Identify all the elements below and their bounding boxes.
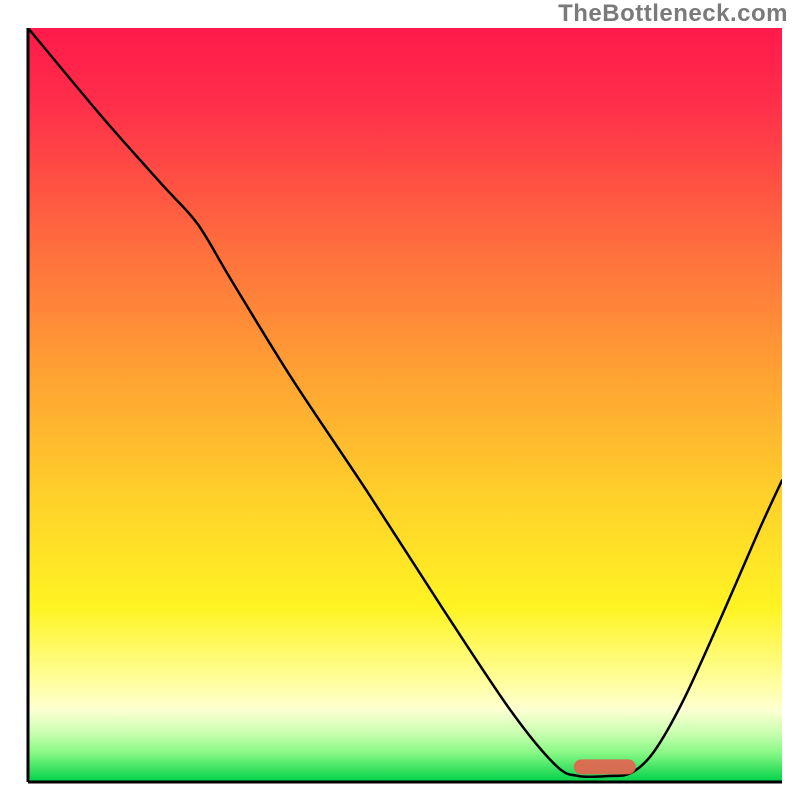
gradient-background [28, 28, 782, 782]
optimum-marker [574, 759, 636, 774]
watermark-text: TheBottleneck.com [558, 0, 788, 28]
bottleneck-chart [0, 0, 800, 800]
chart-container: TheBottleneck.com [0, 0, 800, 800]
